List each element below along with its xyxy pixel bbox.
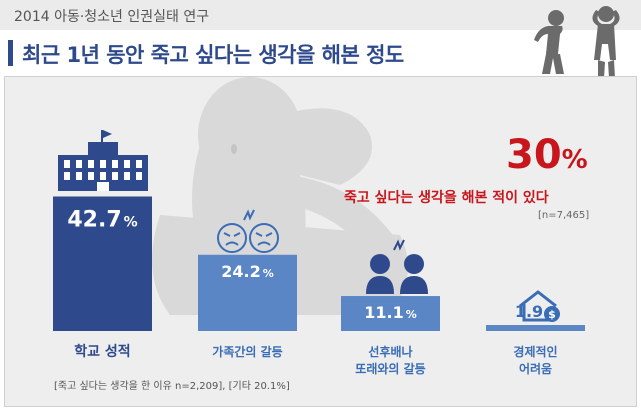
chart-title: 최근 1년 동안 죽고 싶다는 생각을 해본 정도 [22, 43, 404, 67]
house-money-icon: $ [519, 290, 560, 322]
highlight-sample-size: [n=7,465] [538, 210, 590, 221]
footnote: [죽고 싶다는 생각을 한 이유 n=2,209], [기타 20.1%] [54, 381, 290, 392]
svg-text:$: $ [548, 308, 556, 321]
highlight-value: 30% [506, 132, 588, 178]
bar-2 [198, 254, 297, 331]
angry-faces-icon [217, 209, 279, 253]
distressed-people-icon [534, 6, 620, 78]
category-label-3: 선후배나 [368, 344, 412, 359]
bar-value-2: 24.2% [221, 262, 274, 281]
category-label-3: 또래와의 갈등 [355, 361, 425, 376]
students-icon [366, 239, 428, 294]
category-label-4: 경제적인 [513, 344, 557, 359]
title-accent [8, 40, 13, 66]
bar-value-unit: % [406, 308, 417, 321]
category-label-2: 가족간의 갈등 [212, 344, 282, 359]
highlight-description: 죽고 싶다는 생각을 해본 적이 있다 [344, 190, 549, 206]
bar-value-3: 11.1% [364, 303, 417, 322]
bar-3 [341, 296, 440, 331]
bar-value-unit: % [124, 214, 138, 230]
school-building-icon [58, 130, 148, 191]
category-label-4: 어려움 [519, 361, 552, 376]
bar-value-unit: % [263, 267, 274, 280]
subtitle: 2014 아동·청소년 인권실태 연구 [14, 9, 210, 25]
bar-4 [486, 325, 585, 331]
category-label-1: 학교 성적 [74, 343, 130, 360]
bar-1 [53, 196, 152, 331]
top-bar [0, 0, 641, 30]
